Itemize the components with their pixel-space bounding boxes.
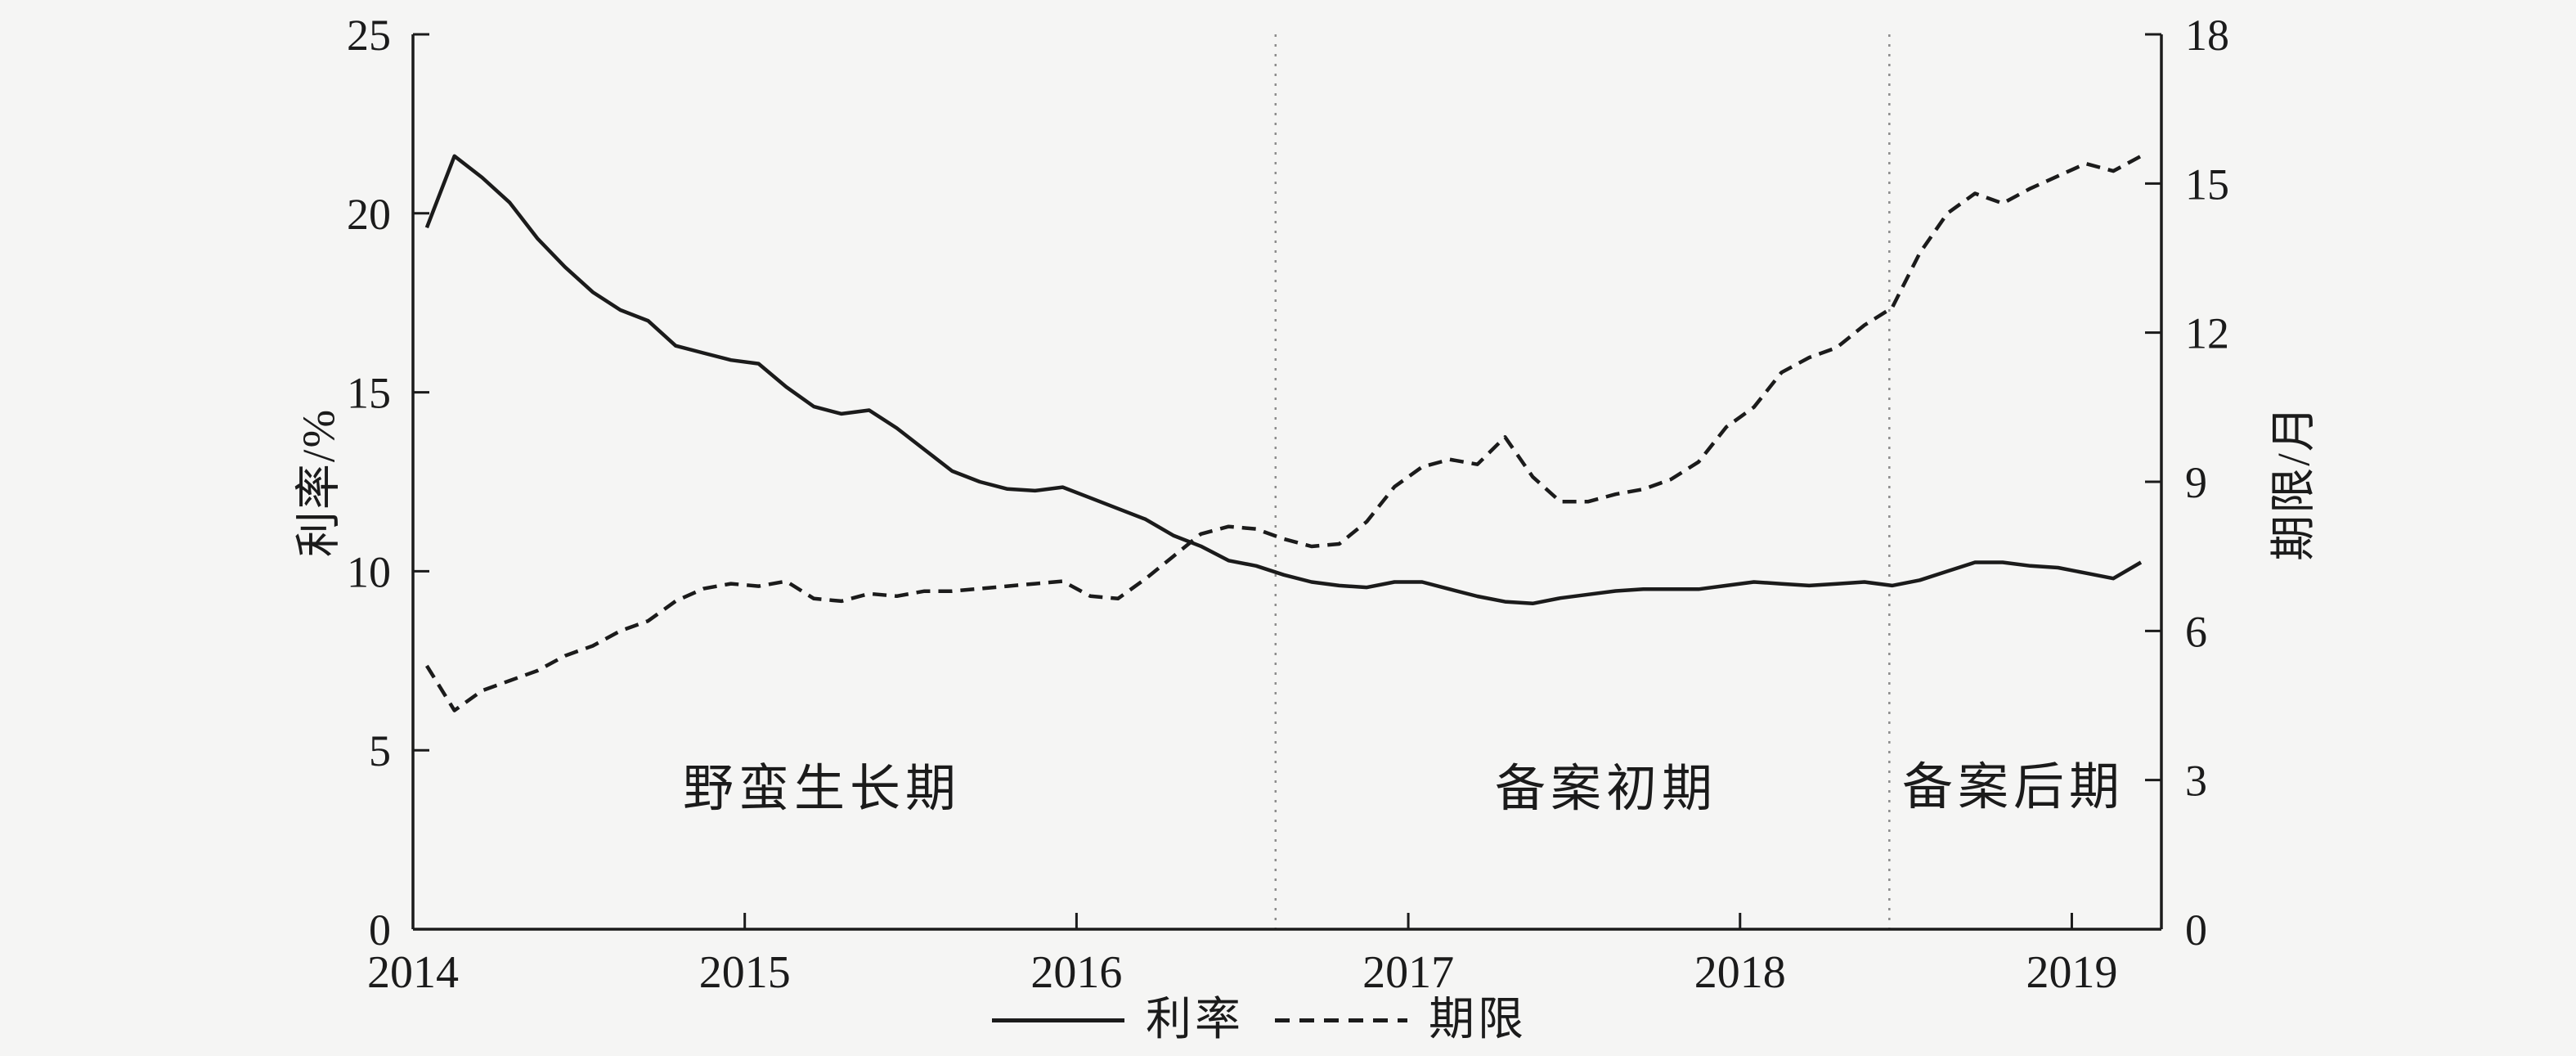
y-left-tick-label: 5	[369, 726, 391, 775]
y-axis-title-left: 利率/%	[294, 407, 345, 558]
y-left-tick-label: 0	[369, 905, 391, 955]
y-right-tick-label: 18	[2185, 11, 2229, 60]
legend-label-rate: 利率	[1146, 995, 1244, 1045]
y-right-tick-label: 9	[2185, 458, 2207, 507]
dashed-line-swatch-icon	[1275, 1018, 1407, 1022]
y-right-tick-label: 6	[2185, 607, 2207, 656]
legend-label-term: 期限	[1429, 995, 1527, 1045]
y-right-tick-label: 3	[2185, 757, 2207, 806]
y-right-tick-label: 12	[2185, 309, 2229, 358]
legend: 利率 期限	[957, 993, 1562, 1047]
x-tick-label: 2015	[699, 947, 791, 998]
x-tick-label: 2014	[367, 947, 459, 998]
y-left-tick-label: 15	[347, 369, 391, 418]
y-right-tick-label: 15	[2185, 160, 2229, 209]
series-line-term	[424, 154, 2143, 712]
period-label-late-filing: 备案后期	[1901, 760, 2125, 816]
period-label-wild-growth: 野蛮生长期	[682, 762, 962, 817]
period-label-early-filing: 备案初期	[1494, 762, 1718, 817]
solid-line-swatch-icon	[992, 1018, 1124, 1022]
x-tick-label: 2016	[1030, 947, 1122, 998]
y-left-tick-label: 10	[347, 547, 391, 596]
legend-item-term: 期限	[1275, 997, 1527, 1043]
x-tick-label: 2019	[2026, 947, 2117, 998]
x-tick-label: 2018	[1694, 947, 1786, 998]
y-left-tick-label: 20	[347, 190, 391, 239]
legend-item-rate: 利率	[992, 997, 1244, 1043]
series-line-rate	[424, 154, 2143, 606]
y-axis-title-right: 期限/月	[2269, 404, 2320, 561]
y-right-tick-label: 0	[2185, 905, 2207, 955]
x-tick-label: 2017	[1362, 947, 1454, 998]
y-left-tick-label: 25	[347, 11, 391, 60]
